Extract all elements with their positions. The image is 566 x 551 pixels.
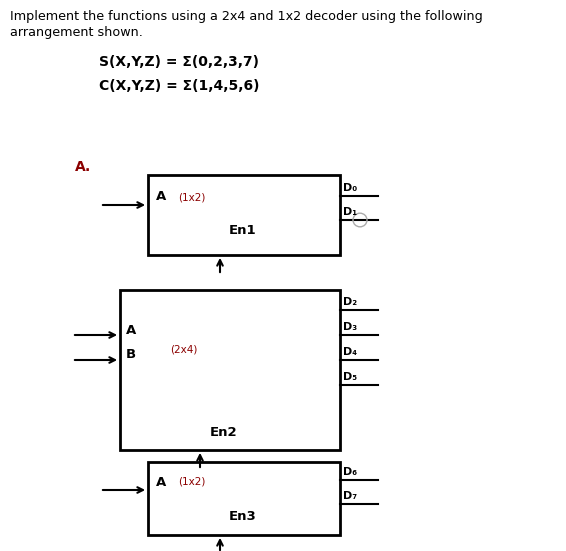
Text: A: A [156,191,166,203]
Bar [148,175,340,255]
Text: Implement the functions using a 2x4 and 1x2 decoder using the following: Implement the functions using a 2x4 and … [10,10,483,23]
Text: En3: En3 [229,510,257,522]
Text: En2: En2 [210,425,238,439]
Text: D₀: D₀ [343,183,357,193]
Bar [148,462,340,535]
Text: D₆: D₆ [343,467,357,477]
Text: arrangement shown.: arrangement shown. [10,26,143,40]
Text: B: B [126,348,136,361]
Text: D₄: D₄ [343,347,357,357]
Text: En1: En1 [229,224,256,236]
Text: A: A [156,476,166,489]
Text: D₁: D₁ [343,207,357,217]
Bar [120,290,340,450]
Text: S(X,Y,Z) = Σ(0,2,3,7): S(X,Y,Z) = Σ(0,2,3,7) [99,55,259,69]
Text: (1x2): (1x2) [178,477,205,487]
Text: (1x2): (1x2) [178,192,205,202]
Text: D₇: D₇ [343,491,357,501]
Text: C(X,Y,Z) = Σ(1,4,5,6): C(X,Y,Z) = Σ(1,4,5,6) [99,79,260,93]
Text: D₅: D₅ [343,372,357,382]
Text: D₂: D₂ [343,297,357,307]
Text: (2x4): (2x4) [170,345,198,355]
Text: D₃: D₃ [343,322,357,332]
Text: A: A [126,323,136,337]
Text: A.: A. [75,160,91,174]
